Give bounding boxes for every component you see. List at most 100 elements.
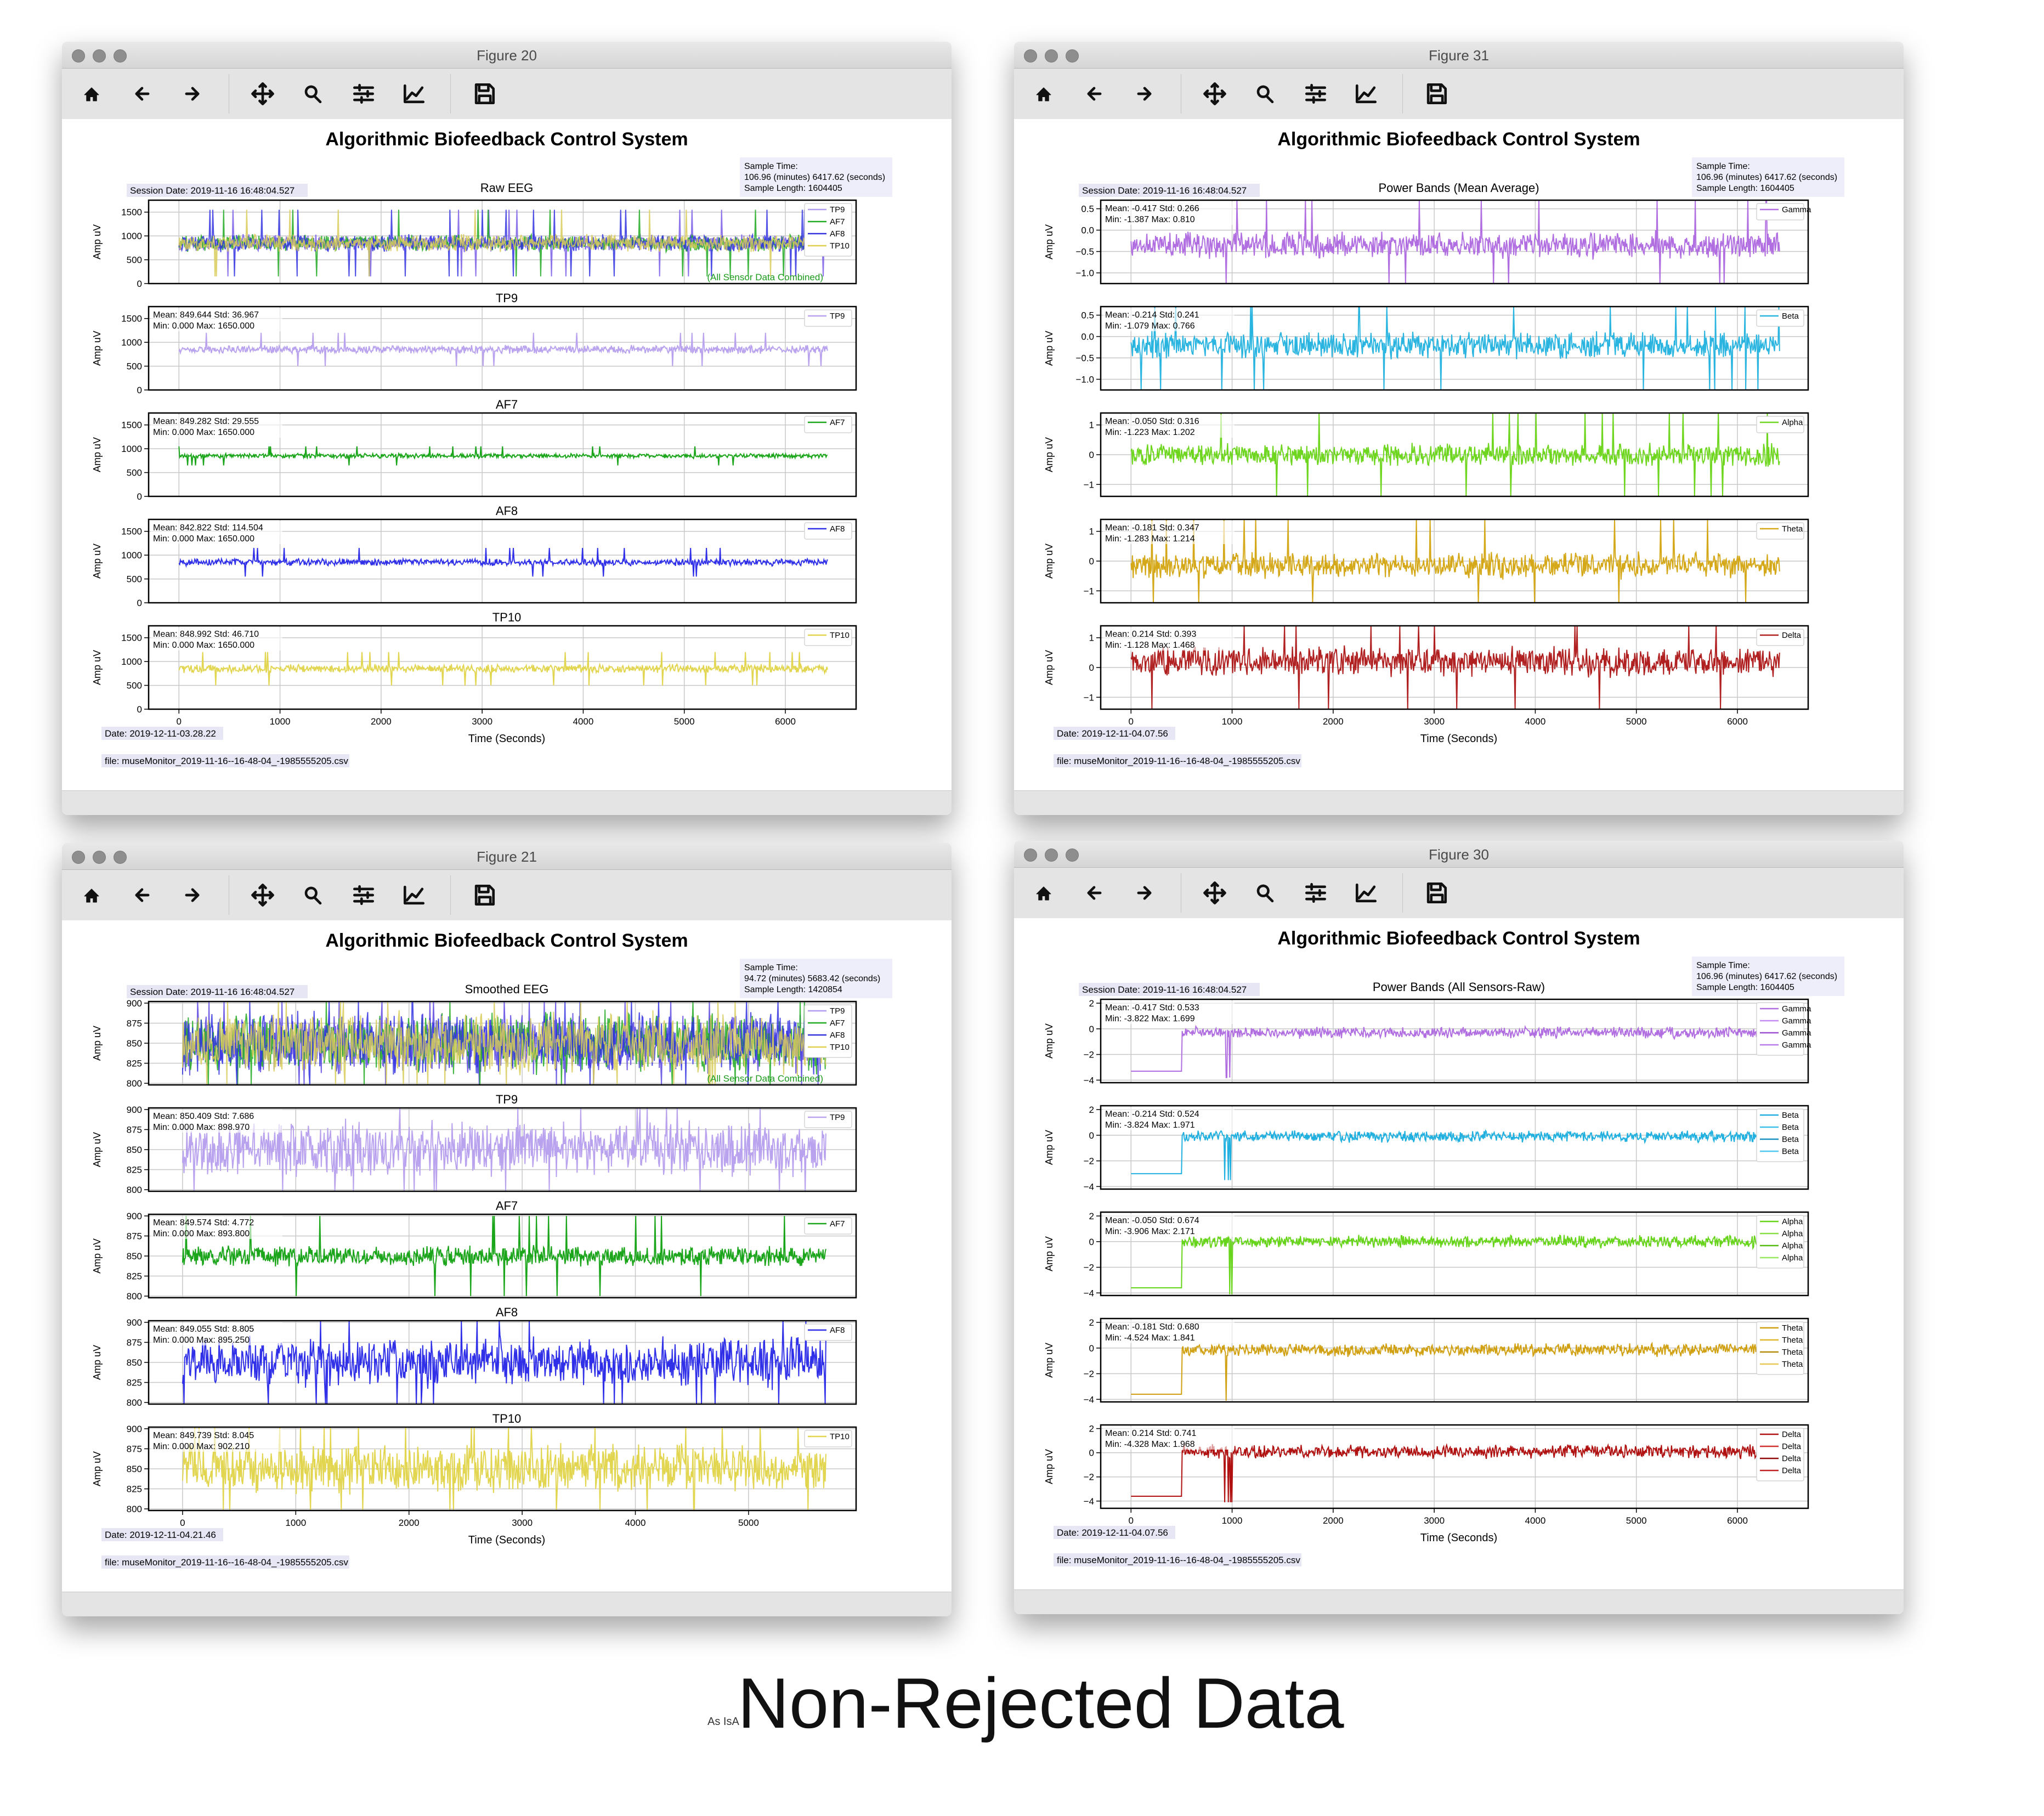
save-button[interactable] xyxy=(469,80,500,108)
subplot: 800 825 850 875 900 Amp uV (All Sensor Data Co… xyxy=(92,998,857,1089)
y-tick-label: 0.0 xyxy=(1081,332,1094,342)
y-axis-label: Amp uV xyxy=(1044,650,1055,685)
close-window-button[interactable] xyxy=(1024,848,1037,862)
x-tick-label: 3000 xyxy=(512,1518,533,1528)
close-window-button[interactable] xyxy=(1024,49,1037,63)
minimize-window-button[interactable] xyxy=(93,851,106,864)
figure-canvas[interactable]: Algorithmic Biofeedback Control System Po… xyxy=(1014,119,1904,791)
stats-min-max: Min: -3.906 Max: 2.171 xyxy=(1105,1227,1195,1236)
y-tick-label: 0 xyxy=(1089,663,1094,673)
save-button[interactable] xyxy=(1421,879,1452,907)
minimize-window-button[interactable] xyxy=(1045,848,1058,862)
zoom-button[interactable] xyxy=(1250,80,1281,108)
window-titlebar[interactable]: Figure 20 xyxy=(62,42,952,69)
window-titlebar[interactable]: Figure 30 xyxy=(1014,841,1904,868)
y-axis-label: Amp uV xyxy=(92,1345,103,1380)
legend-entry: Theta xyxy=(1782,1336,1803,1345)
home-button[interactable] xyxy=(76,881,107,909)
window-titlebar[interactable]: Figure 31 xyxy=(1014,42,1904,69)
legend-entry: Delta xyxy=(1782,1466,1802,1475)
y-tick-label: 900 xyxy=(127,1317,142,1328)
x-tick-label: 2000 xyxy=(1323,1515,1344,1526)
session-date: Session Date: 2019-11-16 16:48:04.527 xyxy=(1082,185,1247,196)
window-titlebar[interactable]: Figure 21 xyxy=(62,843,952,870)
configure-subplots-button[interactable] xyxy=(1300,879,1331,907)
back-arrow-button[interactable] xyxy=(127,80,157,108)
edit-axis-button[interactable] xyxy=(1351,879,1381,907)
pan-button[interactable] xyxy=(1199,879,1230,907)
stats-box xyxy=(151,415,282,438)
edit-axis-button[interactable] xyxy=(1351,80,1381,108)
zoom-button[interactable] xyxy=(1250,879,1281,907)
window-title: Figure 31 xyxy=(1429,47,1489,64)
y-axis-label: Amp uV xyxy=(1044,1449,1055,1484)
pan-button[interactable] xyxy=(247,881,278,909)
legend xyxy=(804,629,852,646)
y-tick-label: 500 xyxy=(127,361,142,372)
edit-axis-button[interactable] xyxy=(399,80,429,108)
subplot: AF7 0 500 1000 1500 Amp uV Mean: 849.282 Std: … xyxy=(92,398,857,502)
forward-arrow-button[interactable] xyxy=(1129,80,1160,108)
y-tick-label: 875 xyxy=(127,1444,142,1454)
x-tick-label: 4000 xyxy=(573,716,594,727)
y-tick-label: 0 xyxy=(1089,556,1094,567)
zoom-button[interactable] xyxy=(298,881,329,909)
figure-canvas[interactable]: Algorithmic Biofeedback Control System Po… xyxy=(1014,918,1904,1590)
stats-mean-std: Mean: -0.050 Std: 0.316 xyxy=(1105,417,1199,426)
figure-date: Date: 2019-12-11-04.21.46 xyxy=(105,1530,216,1540)
legend xyxy=(1756,309,1804,327)
y-axis-label: Amp uV xyxy=(92,437,103,472)
zoom-window-button[interactable] xyxy=(114,851,127,864)
y-tick-label: 2 xyxy=(1089,998,1094,1009)
save-button[interactable] xyxy=(469,881,500,909)
configure-subplots-button[interactable] xyxy=(348,80,379,108)
forward-arrow-button[interactable] xyxy=(1129,879,1160,907)
configure-subplots-button[interactable] xyxy=(1300,80,1331,108)
y-tick-label: −2 xyxy=(1084,1263,1094,1273)
figure-date: Date: 2019-12-11-03.28.22 xyxy=(105,728,216,739)
configure-subplots-button[interactable] xyxy=(348,881,379,909)
forward-arrow-button[interactable] xyxy=(177,881,208,909)
y-tick-label: 875 xyxy=(127,1018,142,1028)
y-tick-label: 900 xyxy=(127,1211,142,1221)
minimize-window-button[interactable] xyxy=(1045,49,1058,63)
y-tick-label: 800 xyxy=(127,1291,142,1302)
home-icon xyxy=(84,889,99,903)
zoom-icon xyxy=(1256,85,1274,104)
forward-arrow-button[interactable] xyxy=(177,80,208,108)
back-arrow-button[interactable] xyxy=(127,881,157,909)
legend xyxy=(1756,522,1804,540)
forward-arrow-icon xyxy=(185,87,200,101)
x-tick-label: 3000 xyxy=(1424,716,1445,727)
stats-min-max: Min: -3.822 Max: 1.699 xyxy=(1105,1014,1195,1023)
edit-axis-button[interactable] xyxy=(399,881,429,909)
pan-button[interactable] xyxy=(247,80,278,108)
back-arrow-button[interactable] xyxy=(1079,80,1109,108)
home-button[interactable] xyxy=(76,80,107,108)
y-axis-label: Amp uV xyxy=(92,1238,103,1274)
y-tick-label: 1000 xyxy=(121,550,142,561)
stats-min-max: Min: -1.079 Max: 0.766 xyxy=(1105,321,1195,331)
zoom-button[interactable] xyxy=(298,80,329,108)
save-button[interactable] xyxy=(1421,80,1452,108)
legend xyxy=(1756,1321,1804,1375)
chart-title: Power Bands (Mean Average) xyxy=(1378,181,1539,195)
zoom-window-button[interactable] xyxy=(114,49,127,63)
y-tick-label: 850 xyxy=(127,1251,142,1261)
back-arrow-button[interactable] xyxy=(1079,879,1109,907)
figure-canvas[interactable]: Algorithmic Biofeedback Control System Ra… xyxy=(62,119,952,791)
zoom-window-button[interactable] xyxy=(1066,49,1079,63)
figure-canvas[interactable]: Algorithmic Biofeedback Control System Sm… xyxy=(62,920,952,1592)
stats-mean-std: Mean: 0.214 Std: 0.741 xyxy=(1105,1429,1196,1438)
sample-info-box xyxy=(740,959,892,998)
pan-button[interactable] xyxy=(1199,80,1230,108)
zoom-window-button[interactable] xyxy=(1066,848,1079,862)
y-tick-label: 1 xyxy=(1089,633,1094,643)
legend xyxy=(804,203,852,257)
close-window-button[interactable] xyxy=(72,851,85,864)
minimize-window-button[interactable] xyxy=(93,49,106,63)
axes-frame xyxy=(148,1426,857,1512)
home-button[interactable] xyxy=(1028,879,1059,907)
close-window-button[interactable] xyxy=(72,49,85,63)
home-button[interactable] xyxy=(1028,80,1059,108)
